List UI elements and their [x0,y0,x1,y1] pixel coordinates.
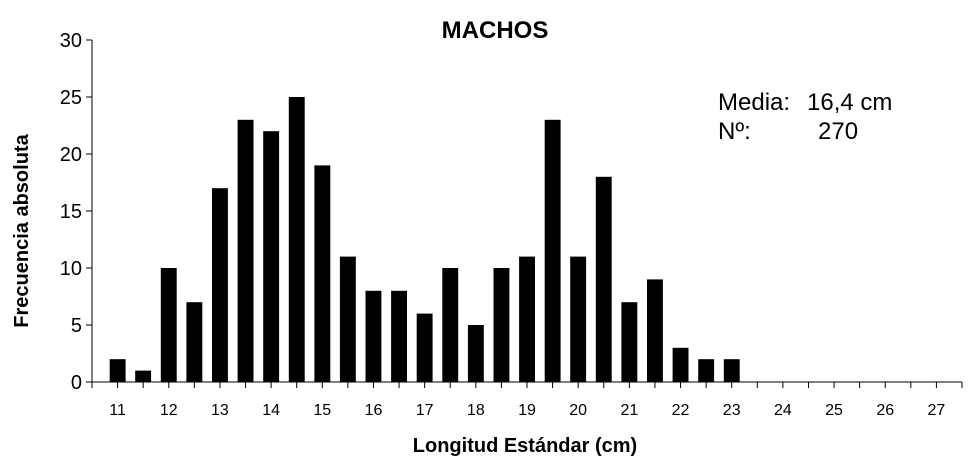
x-tick-label: 24 [774,402,792,419]
count-value: 270 [818,118,858,145]
bar [288,97,305,382]
bar [160,268,177,382]
x-axis-label: Longitud Estándar (cm) [413,435,637,457]
bar [621,302,638,382]
y-tick-label: 10 [60,258,82,280]
bar [365,290,382,382]
bar [544,119,561,383]
bar [339,256,356,382]
x-tick-label: 12 [160,402,178,419]
y-tick-label: 0 [71,372,82,394]
bar [723,359,740,382]
bar [416,313,433,382]
bar [595,176,612,382]
y-tick-label: 20 [60,144,82,166]
bar [698,359,715,382]
stats-annotation: Media: 16,4 cm Nº: 270 [718,89,892,145]
chart-title: MACHOS [442,17,549,44]
bar [519,256,535,382]
bars [109,97,740,383]
x-tick-label: 25 [825,402,843,419]
x-tick-label: 11 [109,402,126,419]
y-axis-label: Frecuencia absoluta [11,133,33,327]
x-tick-label: 15 [313,402,331,419]
y-tick-label: 25 [60,87,82,109]
mean-label: Media: [718,89,790,116]
x-axis: 11 12 13 14 15 16 17 18 19 20 21 22 23 24 25 26 27 [91,381,963,419]
x-tick-label: 13 [211,402,229,419]
mean-value: 16,4 cm [807,89,892,116]
bar [263,131,280,382]
x-tick-label: 19 [518,402,536,419]
y-axis: 0 5 10 15 20 25 30 [60,30,93,394]
bar [391,290,407,382]
x-tick-label: 14 [262,402,280,419]
y-tick-label: 15 [60,201,82,223]
x-tick-label: 16 [365,402,383,419]
bar [570,256,587,382]
bar [109,359,126,382]
bar [672,347,689,382]
x-tick-label: 27 [928,402,946,419]
x-tick-label: 20 [569,402,587,419]
bar [314,165,331,382]
x-tick-label: 22 [672,402,690,419]
x-tick-label: 26 [876,402,894,419]
y-tick-label: 30 [60,30,82,52]
bar [186,302,203,382]
bar [237,119,254,383]
y-tick-label: 5 [71,315,82,337]
bar [493,268,510,382]
x-tick-label: 17 [416,402,434,419]
bar [135,370,152,382]
x-tick-label: 21 [620,402,638,419]
bar [647,279,663,382]
x-tick-label: 23 [723,402,741,419]
x-tick-label: 18 [467,402,485,419]
bar [467,325,484,382]
bar [442,268,459,382]
count-label: Nº: [718,118,751,145]
bar [212,188,228,382]
